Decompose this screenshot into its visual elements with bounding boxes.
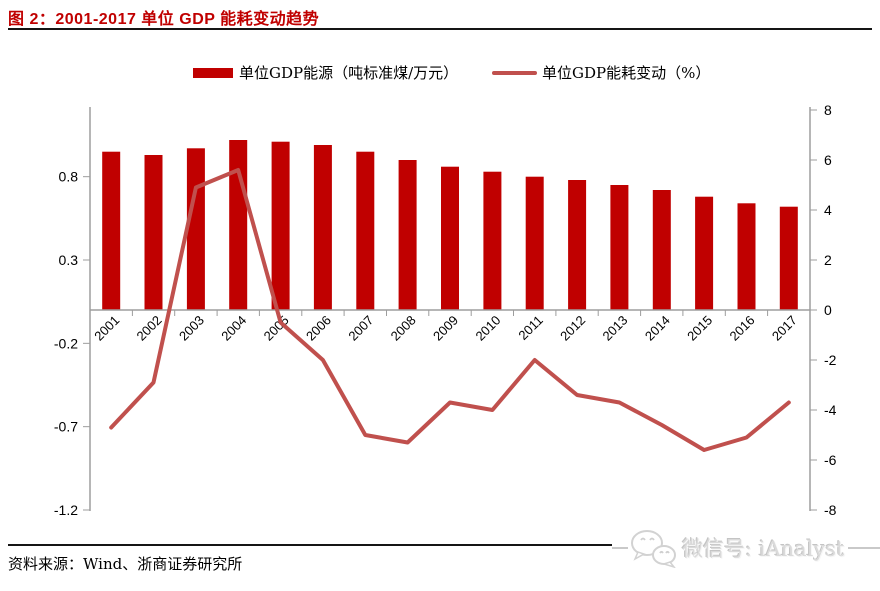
x-label-2007: 2007 xyxy=(345,313,376,344)
right-axis-label-4: 4 xyxy=(824,202,832,218)
bar-2015 xyxy=(695,196,714,310)
right-axis-label--6: -6 xyxy=(824,452,837,468)
line-series-swatch xyxy=(492,70,537,75)
bar-2002 xyxy=(144,155,163,310)
bar-2005 xyxy=(271,141,290,310)
bar-2008 xyxy=(398,160,417,310)
bar-2014 xyxy=(652,190,671,310)
bar-2017 xyxy=(779,206,798,310)
bar-2007 xyxy=(356,151,375,310)
right-axis-label-0: 0 xyxy=(824,302,832,318)
bar-2016 xyxy=(737,203,756,310)
wechat-watermark: 微信号: iAnalyst xyxy=(612,527,880,569)
x-label-2004: 2004 xyxy=(218,313,249,344)
x-label-2008: 2008 xyxy=(388,313,419,344)
energy-change-line xyxy=(109,168,791,452)
x-label-2002: 2002 xyxy=(134,313,165,344)
right-axis-label-6: 6 xyxy=(824,152,832,168)
legend-item-line-series: 单位GDP能耗变动（%） xyxy=(492,62,710,83)
watermark-text: 微信号: iAnalyst xyxy=(682,537,845,561)
legend-item-bar-series: 单位GDP能源（吨标准煤/万元） xyxy=(193,62,458,83)
x-label-2003: 2003 xyxy=(176,313,207,344)
title-divider xyxy=(8,28,872,30)
left-axis-label-0.3: 0.3 xyxy=(59,252,79,268)
bar-series-label: 单位GDP能源（吨标准煤/万元） xyxy=(239,64,459,82)
left-axis-label--0.2: -0.2 xyxy=(54,335,78,351)
bar-2013 xyxy=(610,185,629,310)
x-label-2010: 2010 xyxy=(472,313,503,344)
bar-2012 xyxy=(568,180,587,310)
x-label-2013: 2013 xyxy=(599,313,630,344)
x-label-2011: 2011 xyxy=(515,313,545,343)
right-axis-label-2: 2 xyxy=(824,252,832,268)
left-axis-label-0.8: 0.8 xyxy=(59,169,79,185)
x-label-2001: 2001 xyxy=(91,313,122,344)
footer-divider xyxy=(8,544,872,546)
bar-2003 xyxy=(186,148,205,310)
right-axis-label--8: -8 xyxy=(824,502,837,518)
x-label-2015: 2015 xyxy=(684,313,715,344)
line-series-label: 单位GDP能耗变动（%） xyxy=(542,64,711,82)
x-label-2012: 2012 xyxy=(557,313,588,344)
x-label-2014: 2014 xyxy=(642,313,673,344)
bar-2010 xyxy=(483,171,502,310)
right-axis-label-8: 8 xyxy=(824,102,832,118)
figure-title: 图 2：2001-2017 单位 GDP 能耗变动趋势 xyxy=(8,11,320,28)
watermark-right-line xyxy=(848,547,880,549)
source-note: 资料来源：Wind、浙商证券研究所 xyxy=(8,555,243,573)
left-axis-label--1.2: -1.2 xyxy=(54,502,78,518)
left-axis-label--0.7: -0.7 xyxy=(54,419,78,435)
watermark-left-line xyxy=(612,547,628,549)
wechat-icon xyxy=(631,530,676,568)
x-label-2017: 2017 xyxy=(769,313,800,344)
bar-2004 xyxy=(229,140,248,310)
right-axis-label--4: -4 xyxy=(824,402,837,418)
right-axis-label--2: -2 xyxy=(824,352,837,368)
bar-2009 xyxy=(441,166,459,310)
bar-2006 xyxy=(313,145,332,310)
bar-2001 xyxy=(102,151,121,310)
bar-2011 xyxy=(525,176,544,310)
x-label-2009: 2009 xyxy=(430,313,461,344)
x-label-2006: 2006 xyxy=(303,313,334,344)
bar-series-swatch xyxy=(193,67,233,78)
x-label-2016: 2016 xyxy=(727,313,758,344)
